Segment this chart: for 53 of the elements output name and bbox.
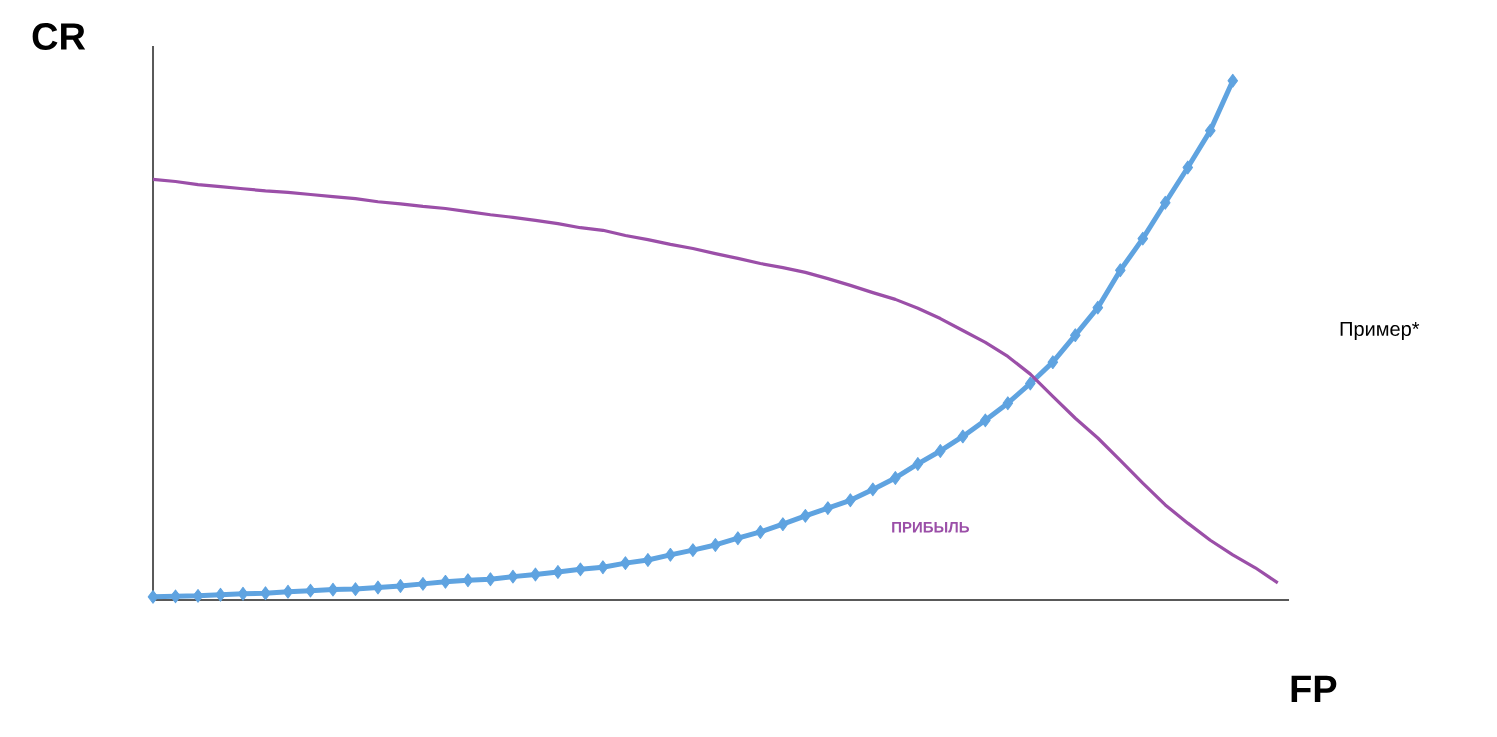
point xyxy=(1025,376,1036,391)
point xyxy=(282,584,294,599)
point xyxy=(777,517,789,532)
point xyxy=(1002,396,1014,411)
point xyxy=(1092,300,1104,315)
point xyxy=(1182,160,1194,175)
point xyxy=(1227,73,1239,88)
point xyxy=(620,556,631,571)
point xyxy=(800,508,811,523)
point xyxy=(395,579,406,593)
text: Пример* xyxy=(1340,322,1420,340)
point xyxy=(215,587,226,602)
x-axis-title: FP xyxy=(1291,675,1337,702)
point xyxy=(845,493,856,508)
point xyxy=(530,567,541,582)
point xyxy=(1137,231,1149,246)
point xyxy=(350,582,361,596)
point xyxy=(192,588,204,603)
point xyxy=(665,547,676,562)
point xyxy=(890,471,901,485)
point xyxy=(642,553,654,567)
point xyxy=(237,586,249,601)
point xyxy=(552,565,564,579)
point xyxy=(305,583,316,598)
point xyxy=(372,580,384,595)
point xyxy=(732,531,744,546)
point xyxy=(440,574,451,589)
point xyxy=(1070,328,1081,343)
point xyxy=(710,538,721,552)
text: ПРИБЫЛЬ xyxy=(892,522,969,533)
point xyxy=(485,572,496,587)
point xyxy=(1115,263,1126,278)
point xyxy=(417,576,429,591)
y-axis-title: CR xyxy=(32,23,86,50)
point xyxy=(755,525,766,539)
point xyxy=(687,543,699,558)
point xyxy=(822,501,834,515)
point xyxy=(575,562,586,577)
point xyxy=(957,429,969,444)
point xyxy=(170,589,181,604)
point xyxy=(327,582,339,597)
point xyxy=(597,560,609,575)
point xyxy=(935,444,946,458)
point xyxy=(1204,123,1216,138)
point xyxy=(867,482,879,497)
point xyxy=(260,586,271,601)
point xyxy=(507,569,519,584)
point xyxy=(980,413,991,428)
point xyxy=(912,457,924,471)
point xyxy=(147,589,159,604)
point xyxy=(462,573,474,588)
point xyxy=(1047,355,1059,370)
point xyxy=(1159,195,1171,210)
